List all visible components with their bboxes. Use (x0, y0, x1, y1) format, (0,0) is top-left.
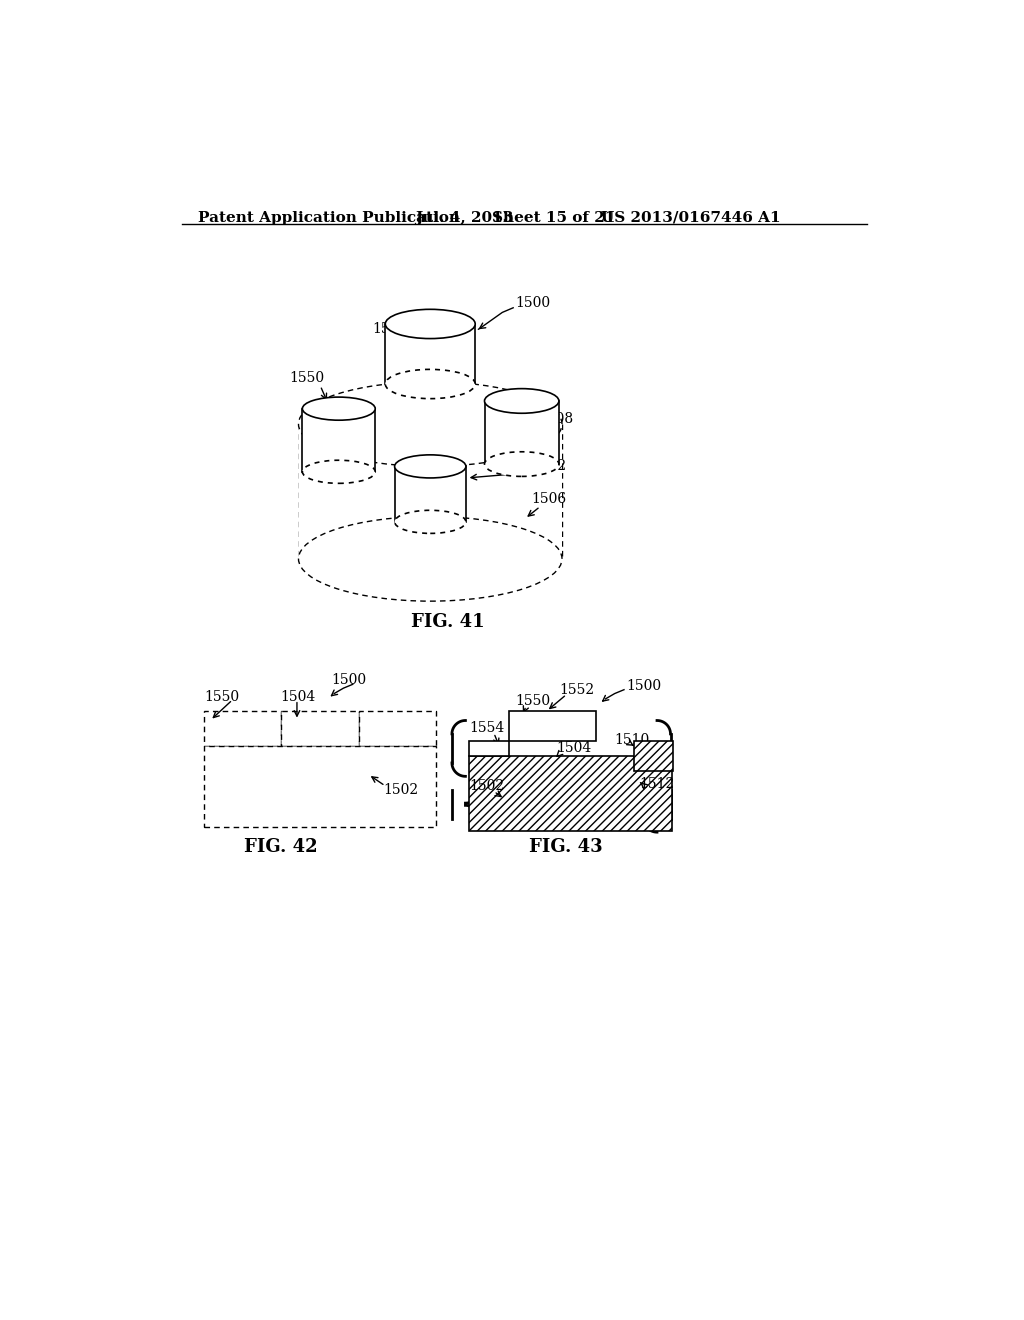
Text: 1508: 1508 (539, 412, 573, 425)
Text: 1500: 1500 (515, 296, 551, 310)
Ellipse shape (385, 309, 475, 339)
Bar (204, 711, 282, 746)
Bar (385, 323, 475, 384)
Text: 1502: 1502 (469, 779, 504, 793)
Text: 1510: 1510 (614, 733, 650, 747)
Ellipse shape (299, 381, 562, 466)
Text: 1504: 1504 (280, 690, 315, 705)
Text: 1504: 1504 (372, 322, 408, 337)
Bar (282, 711, 359, 746)
Text: FIG. 43: FIG. 43 (529, 838, 603, 855)
Text: 1556: 1556 (469, 743, 504, 756)
Text: 1550: 1550 (515, 694, 551, 709)
Text: 1550: 1550 (289, 371, 325, 385)
Text: 1504: 1504 (557, 742, 592, 755)
Bar (302, 409, 375, 471)
Text: 1550: 1550 (204, 690, 239, 705)
Text: Sheet 15 of 21: Sheet 15 of 21 (493, 211, 615, 224)
Text: Jul. 4, 2013: Jul. 4, 2013 (415, 211, 513, 224)
Bar (634, 742, 673, 771)
Ellipse shape (484, 388, 559, 413)
Ellipse shape (385, 370, 475, 399)
Ellipse shape (394, 455, 466, 478)
Text: Patent Application Publication: Patent Application Publication (198, 211, 460, 224)
Bar (509, 711, 596, 741)
Bar (469, 756, 672, 832)
Ellipse shape (299, 516, 562, 601)
Text: 1554: 1554 (469, 721, 504, 735)
Bar (359, 711, 436, 746)
Text: 1552: 1552 (560, 682, 595, 697)
Ellipse shape (302, 397, 375, 420)
Ellipse shape (394, 511, 466, 533)
Text: FIG. 41: FIG. 41 (411, 612, 484, 631)
Bar (204, 746, 436, 826)
Text: FIG. 42: FIG. 42 (245, 838, 317, 855)
Text: 1506: 1506 (531, 492, 566, 506)
Text: 1500: 1500 (627, 678, 662, 693)
Bar (299, 424, 562, 558)
Text: 1500: 1500 (331, 673, 367, 688)
Text: 1502: 1502 (384, 783, 419, 797)
Bar (394, 466, 466, 521)
Text: US 2013/0167446 A1: US 2013/0167446 A1 (601, 211, 780, 224)
Text: 1502: 1502 (531, 459, 566, 474)
Ellipse shape (302, 461, 375, 483)
Bar (469, 741, 509, 756)
Bar (484, 401, 559, 465)
Text: 1512: 1512 (640, 776, 675, 791)
Ellipse shape (484, 451, 559, 477)
